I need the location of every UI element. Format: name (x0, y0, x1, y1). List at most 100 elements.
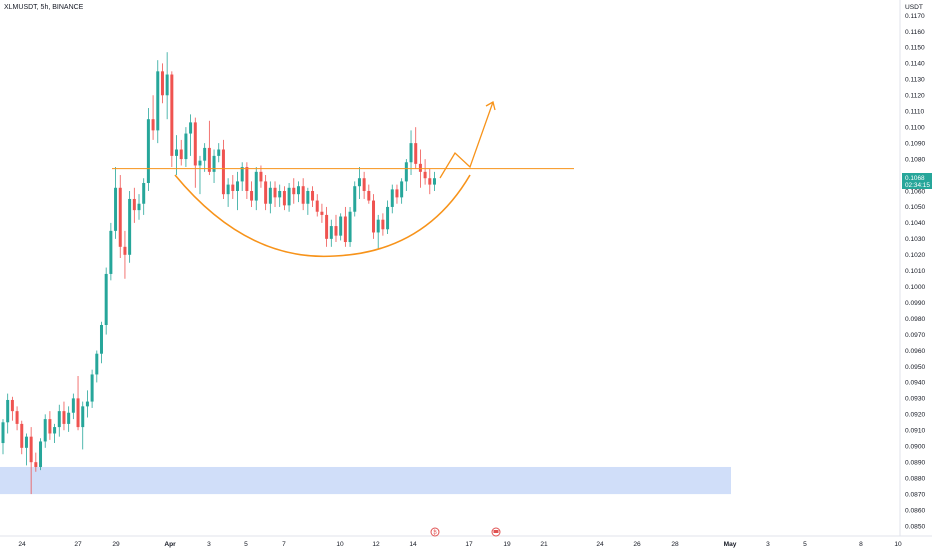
candle[interactable] (212, 149, 216, 184)
candle[interactable] (296, 181, 300, 203)
candle[interactable] (57, 404, 61, 437)
candle[interactable] (320, 203, 324, 223)
candle[interactable] (81, 401, 85, 450)
candle[interactable] (231, 175, 235, 199)
candle[interactable] (390, 184, 394, 214)
candle[interactable] (156, 60, 160, 144)
candle[interactable] (428, 168, 432, 195)
candle[interactable] (404, 159, 408, 191)
candle[interactable] (109, 222, 113, 281)
candle[interactable] (372, 194, 376, 239)
economic-event-icon[interactable]: ₿ (430, 527, 440, 537)
candle[interactable] (62, 401, 66, 431)
candle[interactable] (221, 139, 225, 199)
candle[interactable] (362, 171, 366, 199)
candle[interactable] (104, 267, 108, 335)
candle[interactable] (146, 108, 150, 191)
candle[interactable] (189, 114, 193, 156)
candle[interactable] (306, 187, 310, 215)
candle[interactable] (95, 350, 99, 383)
candle[interactable] (329, 219, 333, 247)
candle[interactable] (357, 167, 361, 199)
candle[interactable] (250, 181, 254, 207)
candle[interactable] (226, 178, 230, 207)
candle[interactable] (123, 230, 127, 279)
candle[interactable] (301, 178, 305, 211)
candle-body (170, 74, 174, 156)
candle[interactable] (315, 194, 319, 217)
candle[interactable] (67, 406, 71, 432)
candle[interactable] (254, 167, 258, 211)
candle[interactable] (282, 186, 286, 211)
candle[interactable] (287, 183, 291, 212)
support-zone[interactable] (0, 466, 731, 495)
candle[interactable] (1, 419, 5, 455)
candle[interactable] (343, 206, 347, 247)
candle[interactable] (268, 181, 272, 214)
candle[interactable] (386, 200, 390, 235)
candle[interactable] (71, 393, 75, 420)
candle-body (29, 436, 33, 463)
candle[interactable] (137, 194, 141, 220)
candle[interactable] (48, 411, 52, 440)
candle[interactable] (6, 393, 10, 434)
candle[interactable] (165, 52, 169, 120)
candle[interactable] (193, 117, 197, 188)
candle[interactable] (339, 213, 343, 241)
candle[interactable] (53, 423, 57, 444)
candle[interactable] (409, 130, 413, 176)
candle[interactable] (151, 95, 155, 140)
projection-arrow[interactable] (439, 101, 494, 179)
candle[interactable] (395, 184, 399, 204)
candle[interactable] (217, 143, 221, 163)
candle[interactable] (240, 162, 244, 191)
candle[interactable] (207, 120, 211, 176)
candle[interactable] (76, 376, 80, 431)
candle[interactable] (20, 420, 24, 455)
candle[interactable] (29, 427, 33, 495)
candle[interactable] (259, 165, 263, 188)
time-axis[interactable]: 24 27 29 Apr 3 5 7 10 12 14 17 19 21 24 26 28 May 3 5 8 10 (18, 541, 902, 548)
candle[interactable] (264, 175, 268, 211)
candle[interactable] (292, 178, 296, 204)
candle[interactable] (311, 186, 315, 207)
cup-curve[interactable] (174, 174, 471, 258)
candle[interactable] (10, 396, 14, 421)
candle[interactable] (39, 438, 43, 471)
candle[interactable] (423, 159, 427, 185)
price-axis[interactable]: 0.1170 0.1160 0.1150 0.1140 0.1130 0.1120 0.11… (905, 13, 926, 531)
candle[interactable] (432, 171, 436, 191)
candle[interactable] (236, 171, 239, 211)
earnings-flag-icon[interactable] (491, 527, 501, 537)
candle[interactable] (160, 63, 164, 104)
candle[interactable] (203, 143, 207, 172)
candle[interactable] (273, 181, 277, 207)
candle[interactable] (198, 155, 202, 195)
candle[interactable] (184, 127, 188, 168)
candle[interactable] (353, 181, 357, 217)
candle[interactable] (90, 369, 94, 408)
candle[interactable] (325, 206, 329, 247)
candle[interactable] (376, 214, 380, 249)
candle[interactable] (400, 178, 404, 204)
candle[interactable] (334, 214, 338, 243)
candle[interactable] (15, 406, 19, 431)
candle[interactable] (414, 127, 418, 169)
candle[interactable] (128, 190, 132, 263)
candle[interactable] (367, 184, 371, 204)
candle[interactable] (85, 390, 89, 418)
candle[interactable] (43, 414, 47, 448)
candle[interactable] (170, 71, 174, 168)
candle[interactable] (99, 321, 103, 364)
candle[interactable] (348, 206, 352, 247)
candle[interactable] (114, 167, 118, 239)
candle[interactable] (142, 178, 146, 215)
candle[interactable] (118, 175, 122, 258)
candle[interactable] (24, 433, 28, 466)
candle[interactable] (179, 139, 183, 166)
candle[interactable] (132, 187, 136, 223)
candle[interactable] (34, 452, 38, 472)
candle[interactable] (278, 184, 282, 207)
candle[interactable] (381, 213, 385, 236)
